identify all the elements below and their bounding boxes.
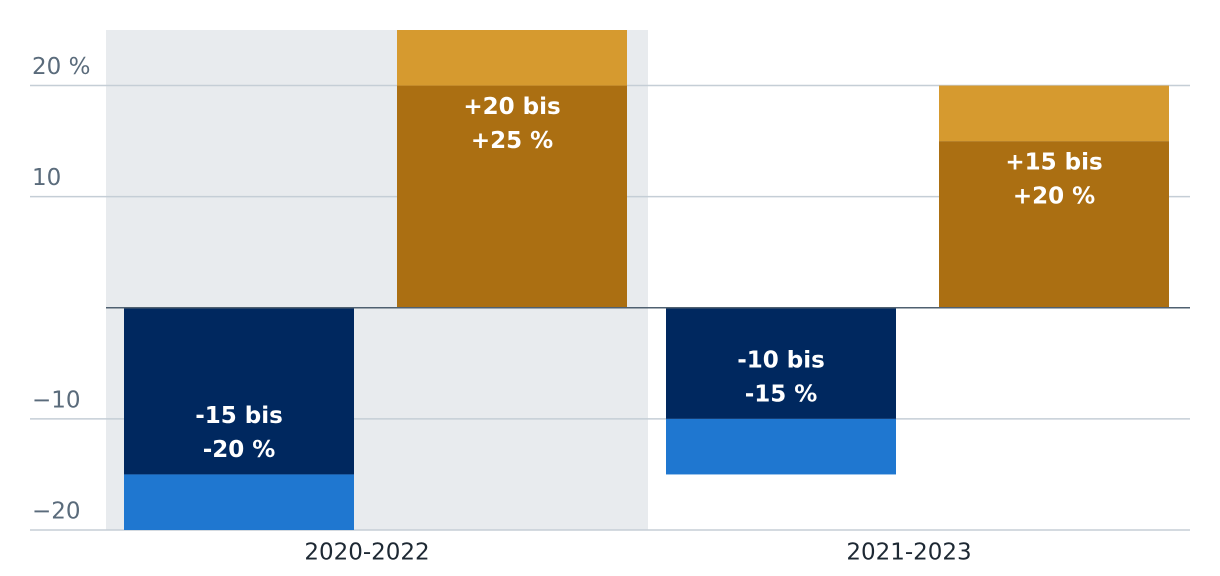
value-label: +15 bis (1005, 150, 1102, 176)
bar (666, 307, 896, 419)
range-bar (666, 418, 896, 475)
range-bar (939, 85, 1169, 142)
x-tick-label: 2020-2022 (304, 540, 429, 566)
bar (939, 141, 1169, 308)
value-label: +20 % (1013, 184, 1095, 210)
value-label: -20 % (203, 437, 276, 463)
value-label: -15 bis (195, 403, 283, 429)
value-label: -15 % (745, 381, 818, 407)
range-bar (124, 474, 354, 530)
y-tick-label: −20 (32, 499, 81, 525)
value-label: +25 % (471, 128, 553, 154)
range-bar (397, 30, 627, 86)
value-label: -10 bis (737, 347, 825, 373)
bar (397, 85, 627, 308)
x-tick-label: 2021-2023 (846, 540, 971, 566)
y-tick-label: 20 % (32, 54, 90, 80)
bar (124, 307, 354, 475)
y-tick-label: 10 (32, 165, 61, 191)
y-tick-label: −10 (32, 387, 81, 413)
value-label: +20 bis (463, 94, 560, 120)
